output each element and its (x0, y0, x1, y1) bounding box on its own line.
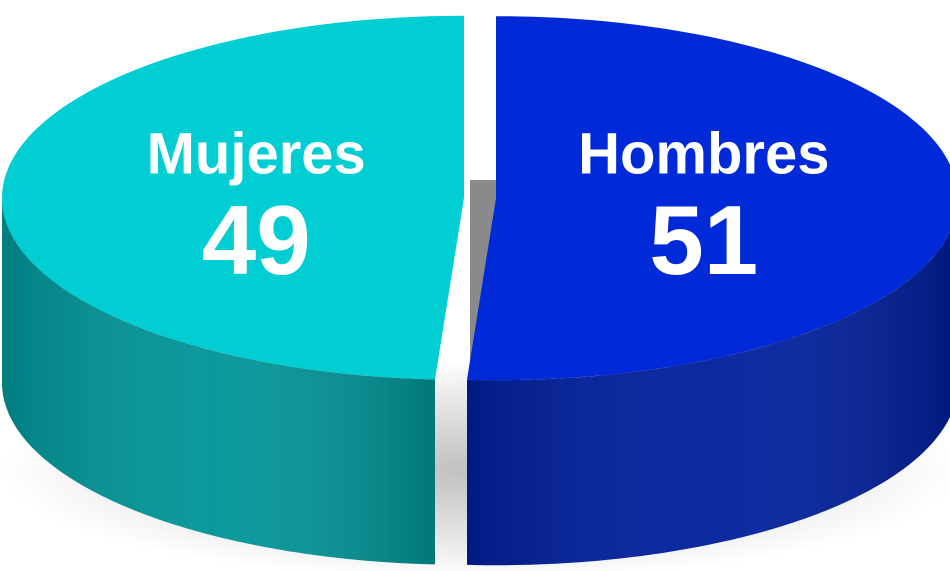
slice-side-shade (467, 231, 950, 566)
slice-label: Hombres (578, 121, 829, 186)
slice-top (2, 15, 464, 380)
slice-value: 51 (649, 185, 758, 295)
slice-value: 49 (202, 185, 311, 295)
slice-top (467, 16, 950, 381)
slice-label: Mujeres (147, 121, 366, 186)
slice-side-shade (2, 197, 435, 565)
